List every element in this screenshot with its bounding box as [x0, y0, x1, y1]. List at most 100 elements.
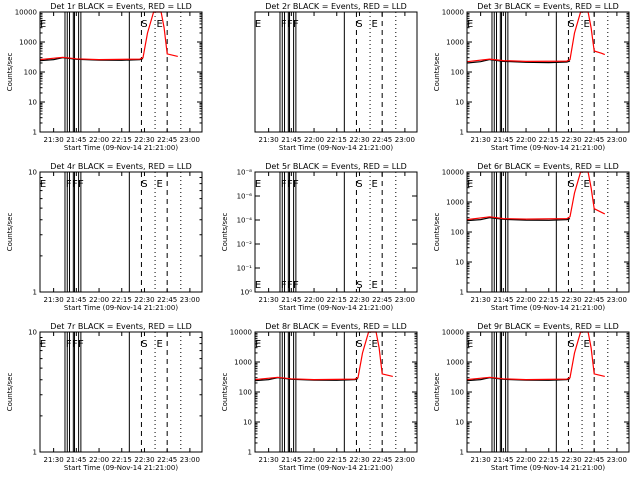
flag-label: E	[583, 339, 589, 350]
plot-frame	[39, 331, 203, 453]
y-tick-label: 1000	[446, 39, 464, 47]
x-axis-label: Start Time (09-Nov-14 21:21:00)	[279, 144, 393, 152]
x-tick-label: 21:45	[493, 136, 513, 144]
y-tick-label: 1	[248, 449, 252, 457]
y-tick-label: 10	[28, 169, 37, 177]
x-tick-label: 21:30	[44, 296, 64, 304]
plot-frame	[466, 11, 630, 133]
flag-label: E	[467, 179, 473, 190]
y-tick-label: 10000	[442, 329, 464, 337]
events-series-line	[466, 217, 571, 222]
x-axis-label: Start Time (09-Nov-14 21:21:00)	[491, 144, 605, 152]
x-tick-label: 22:30	[349, 456, 369, 464]
y-tick-label: 100	[451, 389, 464, 397]
flag-label: F	[72, 179, 78, 190]
x-tick-label: 22:30	[561, 136, 581, 144]
y-tick-label: 1	[33, 129, 37, 137]
plot-frame	[39, 11, 203, 133]
flag-label: E	[255, 339, 261, 350]
flag-label: F	[78, 339, 84, 350]
flag-label: E	[156, 19, 162, 30]
x-tick-label: 22:30	[134, 136, 154, 144]
y-tick-label: 1	[33, 289, 37, 297]
y-tick-label: 10⁻²	[237, 241, 253, 249]
x-tick-label: 22:00	[304, 136, 324, 144]
y-tick-label: 10⁻⁸	[237, 169, 253, 177]
flag-label: E	[156, 339, 162, 350]
y-tick-label: 10	[243, 419, 252, 427]
panel-det-4: Det 4r BLACK = Events, RED = LLD 21:30 21:…	[6, 162, 203, 312]
x-axis-label: Start Time (09-Nov-14 21:21:00)	[64, 304, 178, 312]
x-tick-label: 23:00	[607, 456, 627, 464]
x-tick-label: 21:45	[493, 296, 513, 304]
x-tick-label: 22:00	[516, 456, 536, 464]
y-tick-label: 100	[24, 69, 37, 77]
plot-frame	[466, 331, 630, 453]
x-axis-label: Start Time (09-Nov-14 21:21:00)	[491, 464, 605, 472]
panel-title: Det 6r BLACK = Events, RED = LLD	[477, 162, 619, 171]
x-tick-label: 22:15	[112, 296, 132, 304]
y-tick-label: 1	[460, 289, 464, 297]
x-tick-label: 21:30	[259, 296, 279, 304]
lld-series-line	[466, 171, 606, 221]
flag-label: E	[156, 179, 162, 190]
panel-title: Det 4r BLACK = Events, RED = LLD	[50, 162, 192, 171]
flag-label: F	[287, 179, 293, 190]
y-tick-label: 10	[28, 329, 37, 337]
x-tick-label: 23:00	[180, 456, 200, 464]
x-tick-label: 23:00	[180, 136, 200, 144]
flag-label: E	[467, 339, 473, 350]
y-tick-label: 100	[239, 389, 252, 397]
x-tick-label: 22:00	[304, 456, 324, 464]
flag-label: F	[293, 280, 299, 291]
x-tick-label: 22:30	[349, 296, 369, 304]
flag-label: S	[356, 339, 362, 350]
plot-frame	[39, 171, 203, 293]
panel-det-2: Det 2r BLACK = Events, RED = LLD 21:30 21:…	[254, 2, 418, 152]
x-tick-label: 22:45	[584, 296, 604, 304]
x-tick-label: 21:45	[66, 296, 86, 304]
y-axis-label: Counts/sec	[221, 213, 229, 252]
panel-title: Det 1r BLACK = Events, RED = LLD	[50, 2, 192, 11]
x-tick-label: 21:30	[471, 136, 491, 144]
flag-label: F	[66, 339, 72, 350]
panel-det-6: Det 6r BLACK = Events, RED = LLD 21:30 21:…	[433, 162, 630, 312]
y-tick-label: 1000	[446, 199, 464, 207]
x-tick-label: 23:00	[395, 296, 415, 304]
flag-label: F	[281, 19, 287, 30]
x-tick-label: 21:45	[493, 456, 513, 464]
panel-title: Det 2r BLACK = Events, RED = LLD	[265, 2, 407, 11]
lld-series-line	[254, 331, 393, 381]
x-tick-label: 21:30	[471, 296, 491, 304]
panel-det-7: Det 7r BLACK = Events, RED = LLD 21:30 21:…	[6, 322, 203, 472]
x-tick-label: 22:30	[561, 456, 581, 464]
x-tick-label: 22:45	[157, 456, 177, 464]
panel-title: Det 3r BLACK = Events, RED = LLD	[477, 2, 619, 11]
y-tick-label: 10⁻¹	[237, 265, 253, 273]
x-tick-label: 22:15	[327, 136, 347, 144]
plot-frame	[466, 171, 630, 293]
x-tick-label: 22:45	[372, 296, 392, 304]
flag-label: F	[78, 179, 84, 190]
x-tick-label: 22:15	[327, 456, 347, 464]
y-tick-label: 1	[33, 449, 37, 457]
y-tick-label: 10000	[442, 9, 464, 17]
x-tick-label: 22:00	[516, 136, 536, 144]
panel-title: Det 7r BLACK = Events, RED = LLD	[50, 322, 192, 331]
y-tick-label: 10	[455, 419, 464, 427]
x-tick-label: 21:30	[44, 456, 64, 464]
x-tick-label: 22:15	[539, 296, 559, 304]
x-tick-label: 22:45	[157, 296, 177, 304]
panel-det-5: Det 5r BLACK = Events, RED = LLD 21:30 21:…	[221, 162, 418, 312]
x-tick-label: 23:00	[395, 136, 415, 144]
x-tick-label: 22:15	[539, 136, 559, 144]
x-tick-label: 22:45	[584, 456, 604, 464]
y-tick-label: 1000	[446, 359, 464, 367]
lld-series-line	[466, 11, 606, 63]
flag-label: E	[467, 19, 473, 30]
flag-label: E	[40, 339, 46, 350]
flag-label: E	[40, 179, 46, 190]
y-tick-label: 10000	[230, 329, 252, 337]
x-tick-label: 22:15	[539, 456, 559, 464]
